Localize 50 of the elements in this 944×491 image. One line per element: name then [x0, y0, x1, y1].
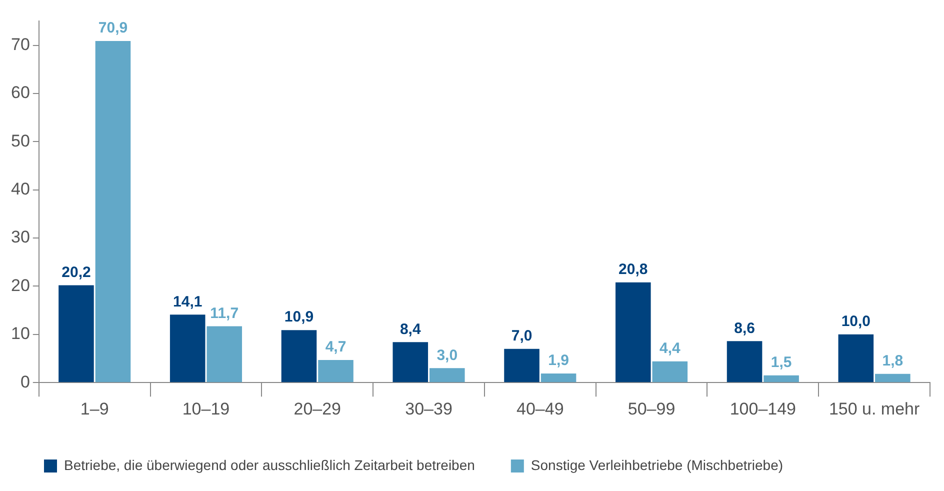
x-tick-label: 30–39 [405, 399, 452, 418]
legend-label: Sonstige Verleihbetriebe (Mischbetriebe) [530, 456, 784, 473]
data-label: 4,7 [325, 338, 346, 356]
y-tick-label: 50 [10, 131, 30, 150]
x-tick-label: 1–9 [80, 399, 109, 418]
data-label: 14,1 [173, 293, 202, 310]
y-tick-label: 70 [10, 34, 30, 54]
x-tick-label: 150 u. mehr [828, 399, 920, 418]
data-label: 1,8 [882, 352, 904, 370]
x-tick-label: 50–99 [628, 399, 676, 418]
bar [429, 368, 465, 382]
data-label: 10,9 [284, 308, 314, 326]
y-tick-label: 60 [10, 83, 30, 102]
data-label: 8,4 [400, 320, 422, 338]
y-tick-label: 10 [10, 324, 30, 344]
bar [540, 373, 576, 382]
bar [652, 361, 688, 382]
bar [392, 342, 428, 382]
data-label: 8,6 [734, 320, 755, 337]
data-label: 20,2 [62, 264, 91, 281]
data-label: 3,0 [436, 346, 458, 364]
bar [206, 326, 242, 382]
bar [875, 374, 910, 382]
data-label: 1,5 [770, 354, 792, 372]
bar [170, 314, 206, 382]
bar [616, 282, 651, 382]
data-label: 1,9 [548, 352, 569, 370]
x-tick-label: 10–19 [182, 399, 230, 418]
x-tick-label: 100–149 [730, 399, 796, 418]
data-label: 10,0 [841, 313, 871, 330]
data-label: 4,4 [659, 340, 681, 358]
legend-label: Betriebe, die überwiegend oder ausschließlich Zeitarbeit betreiben [64, 456, 475, 473]
x-tick-label: 20–29 [294, 399, 342, 418]
bar [58, 285, 94, 382]
bar [504, 348, 540, 382]
bar [95, 40, 131, 382]
x-tick-label: 40–49 [516, 399, 564, 418]
data-label: 11,7 [210, 304, 239, 322]
data-label: 7,0 [511, 328, 532, 345]
bar [281, 330, 317, 382]
y-tick-label: 30 [10, 228, 30, 247]
bar [726, 341, 762, 382]
bar [764, 375, 799, 382]
y-tick-label: 0 [20, 372, 30, 392]
data-label: 70,9 [98, 20, 128, 37]
y-tick-label: 40 [10, 180, 30, 199]
bar [318, 360, 354, 382]
bar [838, 334, 874, 382]
y-tick-label: 20 [10, 276, 30, 295]
data-label: 20,8 [618, 261, 648, 278]
